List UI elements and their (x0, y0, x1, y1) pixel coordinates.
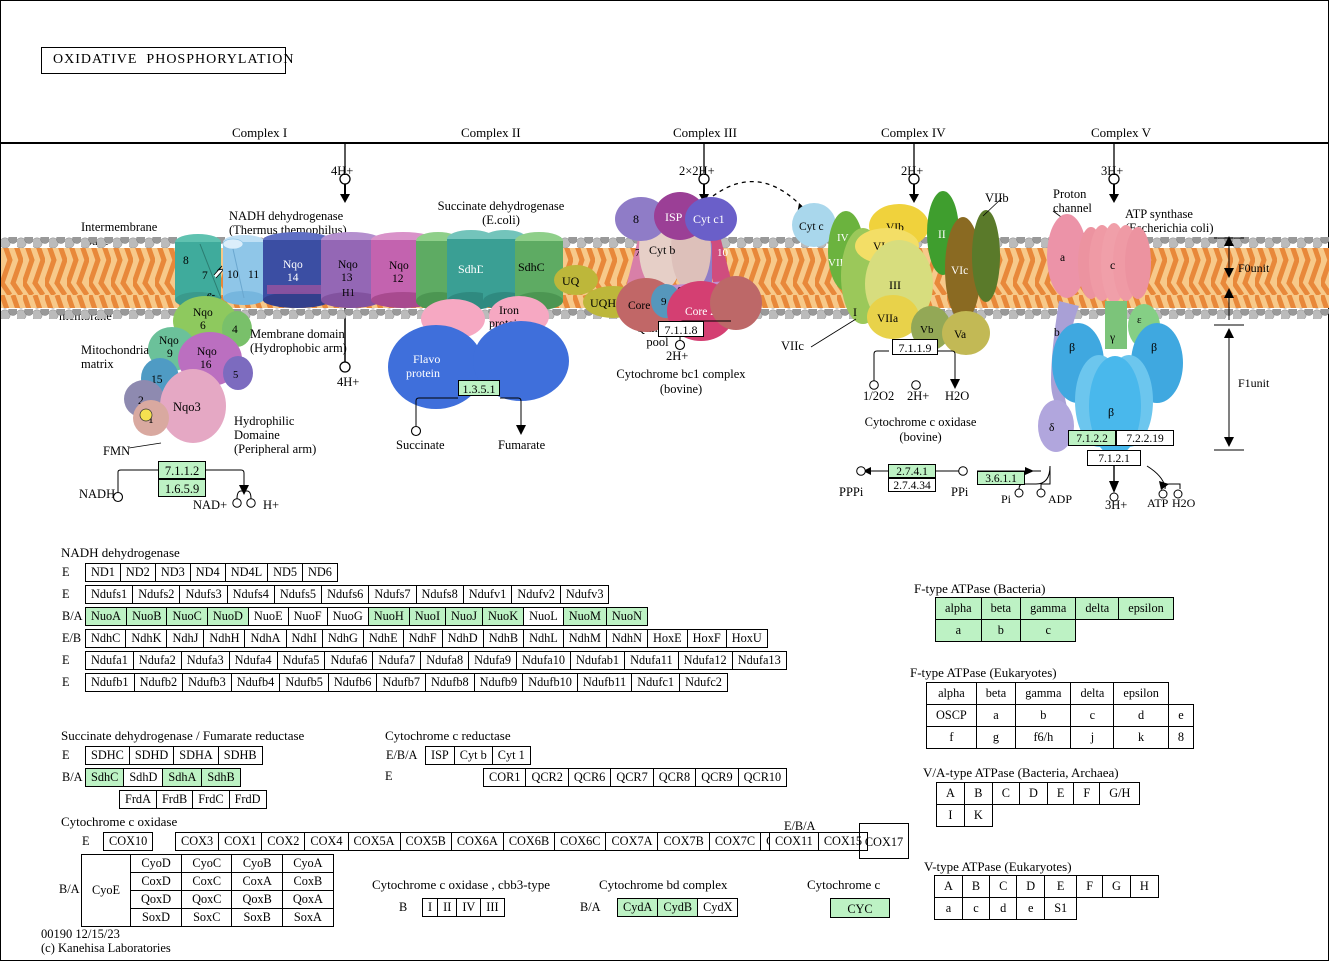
svg-text:ATP: ATP (1147, 496, 1169, 510)
svg-text:H2O: H2O (1172, 496, 1196, 510)
svg-text:Pi: Pi (1001, 492, 1012, 506)
svg-text:ADP: ADP (1048, 492, 1072, 506)
